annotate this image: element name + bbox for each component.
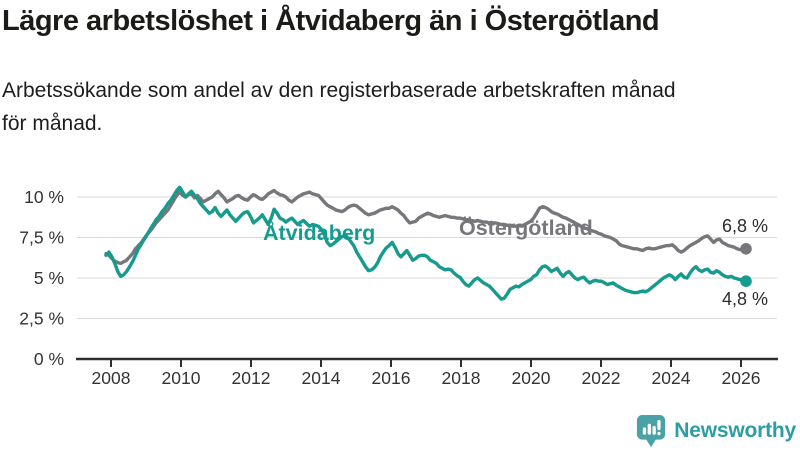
x-axis-tick-label: 2010	[162, 368, 201, 388]
y-axis-tick-label: 5 %	[34, 268, 64, 288]
newsworthy-brand: Newsworthy	[636, 414, 796, 448]
page-title: Lägre arbetslöshet i Åtvidaberg än i Öst…	[2, 5, 660, 37]
x-axis-tick-label: 2018	[442, 368, 481, 388]
x-axis-tick-label: 2016	[372, 368, 411, 388]
x-axis-tick-label: 2026	[722, 368, 761, 388]
y-axis-tick-label: 7,5 %	[19, 228, 64, 248]
y-axis-tick-label: 10 %	[24, 187, 64, 207]
x-axis-tick-label: 2024	[652, 368, 691, 388]
chart-subtitle: Arbetssökande som andel av den registerb…	[2, 79, 676, 135]
series-end-dot-atvidaberg	[740, 275, 752, 288]
series-line-ostergotland	[104, 188, 748, 266]
x-axis-tick-label: 2020	[512, 368, 551, 388]
y-axis-tick-label: 2,5 %	[19, 309, 64, 329]
newsworthy-brand-label: Newsworthy	[674, 419, 796, 442]
x-axis-tick-label: 2014	[302, 368, 341, 388]
series-label-atvidaberg: Åtvidaberg	[263, 219, 375, 245]
y-axis-tick-label: 0 %	[34, 349, 64, 369]
series-end-value-atvidaberg: 4,8 %	[722, 289, 768, 309]
newsworthy-logo-icon	[637, 415, 666, 447]
x-axis-tick-label: 2012	[232, 368, 271, 388]
x-axis-tick-label: 2022	[582, 368, 621, 388]
series-label-ostergotland: Östergötland	[459, 215, 593, 240]
series-end-value-ostergotland: 6,8 %	[722, 216, 768, 236]
series-line-atvidaberg	[104, 185, 748, 301]
series-end-dot-ostergotland	[740, 243, 752, 255]
x-axis-tick-label: 2008	[92, 368, 131, 388]
